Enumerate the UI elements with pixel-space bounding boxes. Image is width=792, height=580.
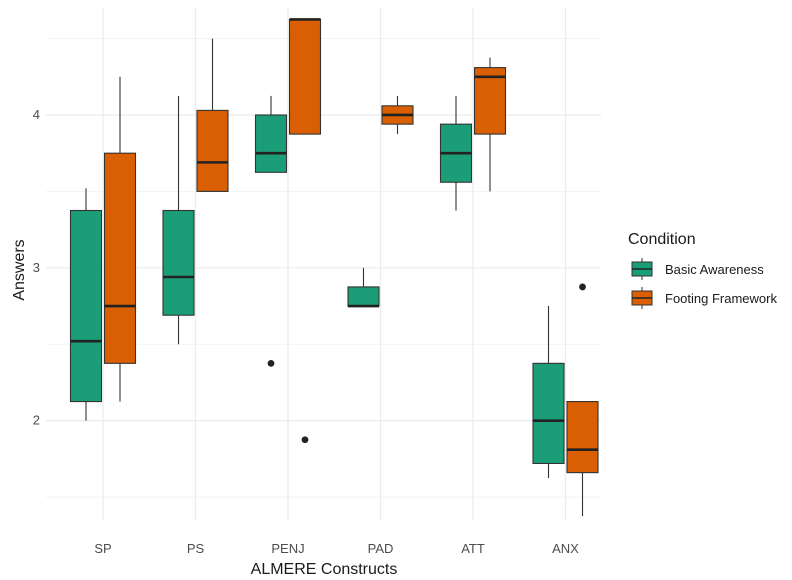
box-sp-basic-awareness (69, 188, 103, 421)
box-anx-footing-framework (566, 283, 599, 517)
x-tick-label: ANX (552, 541, 579, 556)
grid-lines (46, 8, 601, 520)
box-iqr (103, 152, 137, 364)
legend-item-footing-framework: Footing Framework (631, 287, 777, 309)
box-iqr (532, 362, 565, 465)
x-tick-label: SP (94, 541, 111, 556)
box-pad-basic-awareness (347, 267, 380, 308)
y-tick-label: 3 (33, 260, 40, 275)
legend-item-basic-awareness: Basic Awareness (631, 258, 764, 280)
box-iqr (254, 114, 288, 173)
box-sp-footing-framework (103, 76, 137, 402)
legend-title: Condition (628, 231, 696, 248)
legend: Condition Basic Awareness Footing Framewo… (628, 231, 777, 309)
box-ps-basic-awareness (162, 95, 195, 345)
x-tick-label: PENJ (271, 541, 304, 556)
axes: 2 3 4 SP PS PENJ PAD ATT ANX (33, 107, 579, 556)
box-iqr (473, 67, 507, 135)
legend-label: Footing Framework (665, 291, 777, 306)
outlier-point (579, 283, 586, 291)
box-iqr (162, 209, 195, 316)
box-iqr (566, 401, 599, 474)
box-iqr (69, 209, 103, 403)
box-pad-footing-framework (381, 95, 414, 135)
x-tick-label: PAD (368, 541, 394, 556)
box-penj-footing-framework (288, 18, 322, 444)
outlier-point (267, 359, 275, 367)
box-penj-basic-awareness (254, 95, 288, 367)
x-tick-label: PS (187, 541, 205, 556)
legend-label: Basic Awareness (665, 262, 764, 277)
y-tick-label: 2 (33, 413, 40, 428)
box-att-footing-framework (473, 57, 507, 192)
box-att-basic-awareness (439, 95, 473, 211)
y-axis-title: Answers (11, 239, 28, 300)
box-iqr (288, 18, 322, 135)
x-tick-label: ATT (461, 541, 485, 556)
box-plot-marks (69, 18, 599, 517)
box-iqr (196, 109, 229, 192)
y-tick-label: 4 (33, 107, 40, 122)
box-ps-footing-framework (196, 38, 229, 192)
box-anx-basic-awareness (532, 306, 565, 478)
x-axis-title: ALMERE Constructs (251, 561, 398, 578)
outlier-point (301, 436, 309, 444)
box-iqr (347, 286, 380, 307)
